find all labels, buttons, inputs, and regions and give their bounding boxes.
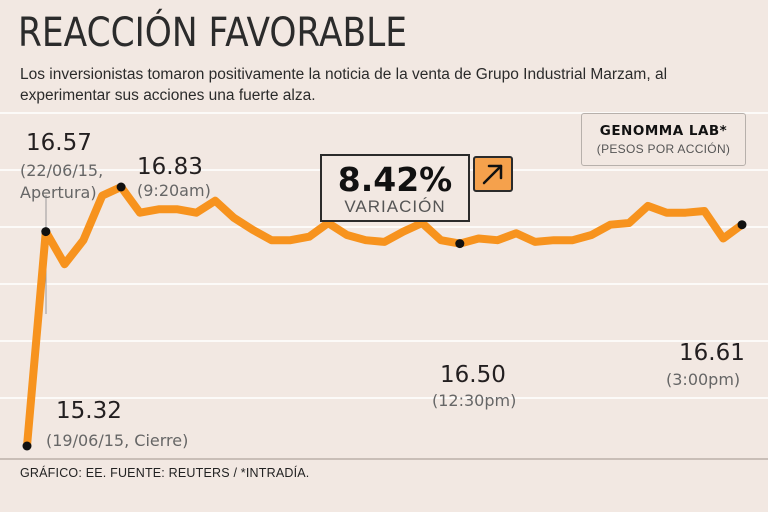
chart-subtitle: Los inversionistas tomaron positivamente…	[20, 66, 668, 104]
label-value-midday: 16.50	[440, 362, 506, 388]
label-date-open-2: Apertura)	[20, 183, 97, 202]
arrow-up-right-glyph	[482, 164, 503, 185]
data-point-marker	[22, 441, 32, 451]
footer-divider	[0, 458, 768, 460]
legend-box: GENOMMA LAB* (PESOS POR ACCIÓN)	[581, 113, 746, 166]
label-value-high: 16.83	[137, 154, 203, 180]
price-line	[23, 183, 746, 450]
label-date-open-1: (22/06/15,	[20, 161, 103, 180]
legend-title: GENOMMA LAB*	[599, 123, 728, 139]
variation-box: 8.42% VARIACIÓN	[320, 154, 470, 222]
label-value-open: 16.57	[26, 130, 92, 156]
label-value-close: 15.32	[56, 398, 122, 424]
variation-value: 8.42%	[337, 160, 453, 199]
chart-title: REACCIÓN FAVORABLE	[18, 10, 408, 56]
label-date-close: (19/06/15, Cierre)	[46, 431, 188, 450]
data-point-marker	[116, 182, 126, 192]
legend-subtitle: (PESOS POR ACCIÓN)	[596, 142, 731, 156]
label-value-end: 16.61	[679, 340, 745, 366]
data-point-marker	[41, 227, 51, 237]
label-time-end: (3:00pm)	[666, 370, 740, 389]
footer-source: GRÁFICO: EE. FUENTE: REUTERS / *INTRADÍA…	[20, 466, 310, 480]
variation-label: VARIACIÓN	[344, 197, 446, 216]
data-point-marker	[737, 220, 747, 230]
label-time-high: (9:20am)	[137, 181, 211, 200]
markers	[22, 182, 747, 451]
gridlines	[0, 112, 768, 399]
arrow-up-right-icon	[473, 156, 513, 192]
data-point-marker	[455, 239, 465, 249]
label-time-midday: (12:30pm)	[432, 391, 516, 410]
